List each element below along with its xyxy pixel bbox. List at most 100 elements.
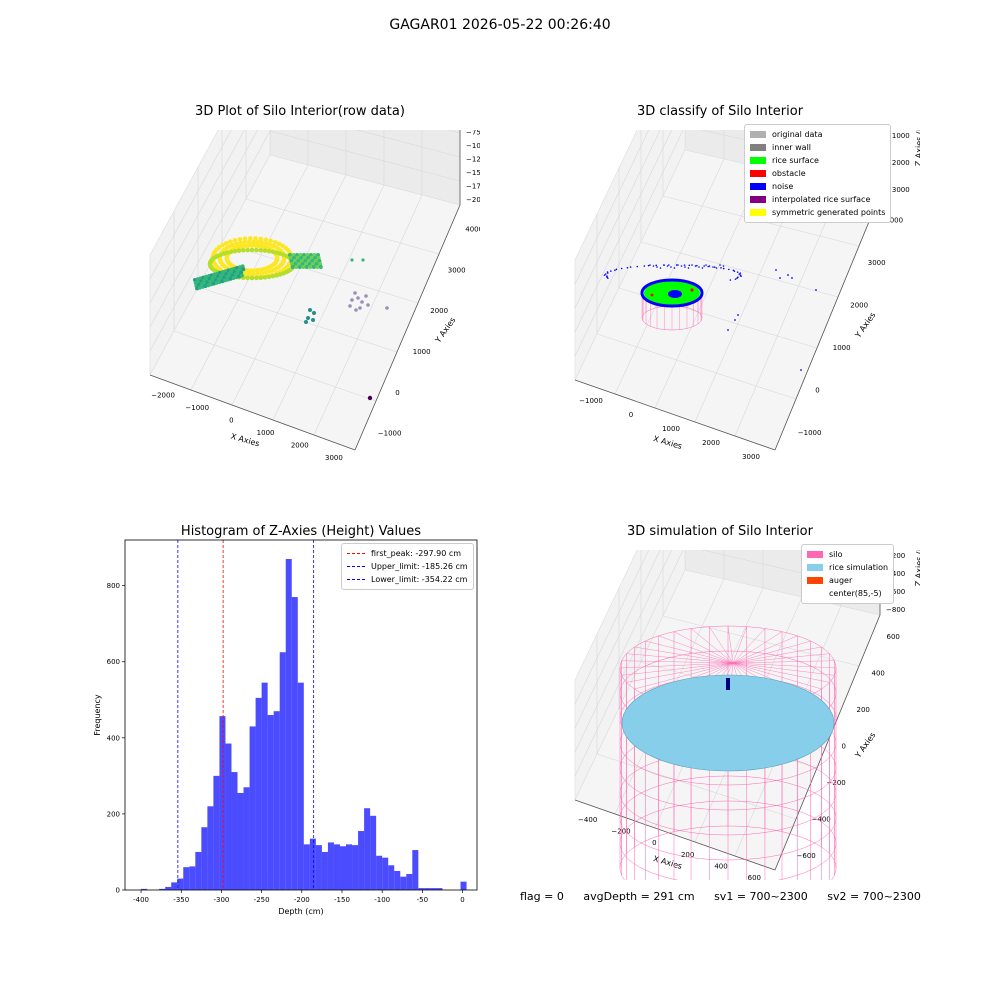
- histogram-bar: [303, 844, 310, 890]
- data-point: [311, 265, 316, 269]
- histogram-bar: [315, 845, 322, 890]
- histogram-bar: [231, 772, 238, 890]
- data-point: [350, 298, 354, 302]
- data-point: [274, 273, 279, 278]
- z-tick-label: −2000: [886, 159, 910, 167]
- noise-point: [787, 274, 789, 276]
- data-point: [305, 253, 310, 257]
- histogram-bar: [436, 888, 443, 890]
- y-tick-label: 600: [887, 633, 900, 641]
- y-tick-label: 600: [107, 658, 120, 666]
- data-point: [297, 262, 302, 266]
- y-axis-label: Y Axies: [853, 731, 878, 761]
- silo-wire: [619, 662, 734, 669]
- data-point: [299, 256, 304, 260]
- data-point: [292, 259, 297, 263]
- legend-entry: rice simulation: [807, 561, 888, 574]
- noise-point: [643, 265, 646, 267]
- noise-point: [708, 265, 711, 267]
- silo-wire: [626, 653, 734, 664]
- data-point: [318, 265, 323, 269]
- histogram-bar: [201, 827, 208, 890]
- histogram-bar: [291, 597, 298, 890]
- noise-point: [791, 277, 793, 279]
- histogram-bar: [285, 559, 292, 890]
- silo-wire: [621, 660, 734, 664]
- histogram-bar: [219, 716, 226, 890]
- noise-point: [698, 266, 700, 268]
- x-tick-label: -400: [133, 896, 149, 904]
- data-point: [313, 256, 318, 260]
- data-point: [263, 241, 269, 246]
- data-point: [246, 239, 252, 245]
- data-point: [315, 265, 320, 269]
- legend-entry: Lower_limit: -354.22 cm: [347, 573, 468, 586]
- noise-point: [666, 265, 669, 267]
- noise-point: [696, 264, 698, 267]
- silo-wire: [621, 662, 734, 676]
- noise-point: [739, 272, 742, 274]
- histogram-bar: [309, 838, 316, 890]
- noise-point: [606, 271, 609, 273]
- data-point: [358, 306, 362, 310]
- silo-wire: [732, 662, 835, 676]
- data-point: [245, 275, 250, 281]
- legend-swatch: [750, 144, 766, 151]
- plot-frame: [124, 539, 478, 891]
- legend-line: [347, 579, 365, 580]
- x-tick-label: 0: [229, 416, 233, 424]
- y-tick-label: 2000: [430, 307, 448, 315]
- data-point: [258, 275, 264, 280]
- noise-point: [603, 274, 606, 276]
- x-tick-label: -200: [294, 896, 310, 904]
- histogram-bar: [333, 844, 340, 890]
- y-axis-label: Y Axies: [433, 316, 458, 346]
- noise-point: [713, 266, 716, 268]
- legend-label: Lower_limit: -354.22 cm: [371, 575, 468, 584]
- noise-point: [614, 269, 616, 271]
- histogram-bar: [267, 715, 274, 890]
- histogram-bar: [243, 787, 250, 890]
- noise-point: [683, 264, 686, 266]
- legend-entry: silo: [807, 548, 888, 561]
- y-tick-label: −400: [812, 815, 831, 823]
- scatter-points: [193, 236, 389, 401]
- histogram-bar: [321, 851, 328, 890]
- noise-point: [738, 273, 741, 275]
- silo-wire: [732, 635, 798, 664]
- histogram-bar: [141, 888, 148, 890]
- z-tick-label: −800: [886, 606, 905, 614]
- y-tick-label: −1000: [378, 430, 402, 438]
- legend-swatch: [807, 551, 823, 558]
- data-point: [258, 248, 264, 253]
- histogram-bar: [159, 888, 166, 890]
- data-point: [317, 259, 322, 263]
- data-point: [308, 265, 313, 269]
- silo-wire: [732, 660, 835, 664]
- grid-line: [596, 753, 797, 820]
- legend-swatch: [807, 590, 823, 597]
- obstacle-point: [690, 288, 694, 292]
- noise-point: [737, 314, 739, 316]
- y-axis-line: [354, 204, 461, 451]
- noise-point: [740, 275, 742, 277]
- legend-entry: original data: [750, 128, 885, 141]
- legend-label: original data: [772, 130, 823, 139]
- data-point: [263, 270, 269, 275]
- data-point: [356, 296, 360, 300]
- data-point: [255, 267, 260, 273]
- histogram-bar: [394, 870, 401, 890]
- silo-wire: [690, 628, 734, 664]
- data-point: [290, 262, 295, 266]
- data-point: [313, 259, 318, 263]
- plot2-legend: original data inner wall rice surface obsta…: [744, 124, 892, 223]
- obstacle-point: [650, 293, 654, 297]
- noise-point: [652, 265, 655, 267]
- histogram-bar: [225, 743, 232, 890]
- y-tick-label: 0: [815, 386, 819, 394]
- z-tick-label: −750: [466, 130, 480, 137]
- grid-line: [149, 130, 271, 352]
- data-point: [242, 236, 248, 242]
- histogram-chart: -400 -350 -300 -250 -200 -150 -100 -50 0 0 200 400 6…: [93, 539, 478, 916]
- noise-point: [727, 329, 729, 331]
